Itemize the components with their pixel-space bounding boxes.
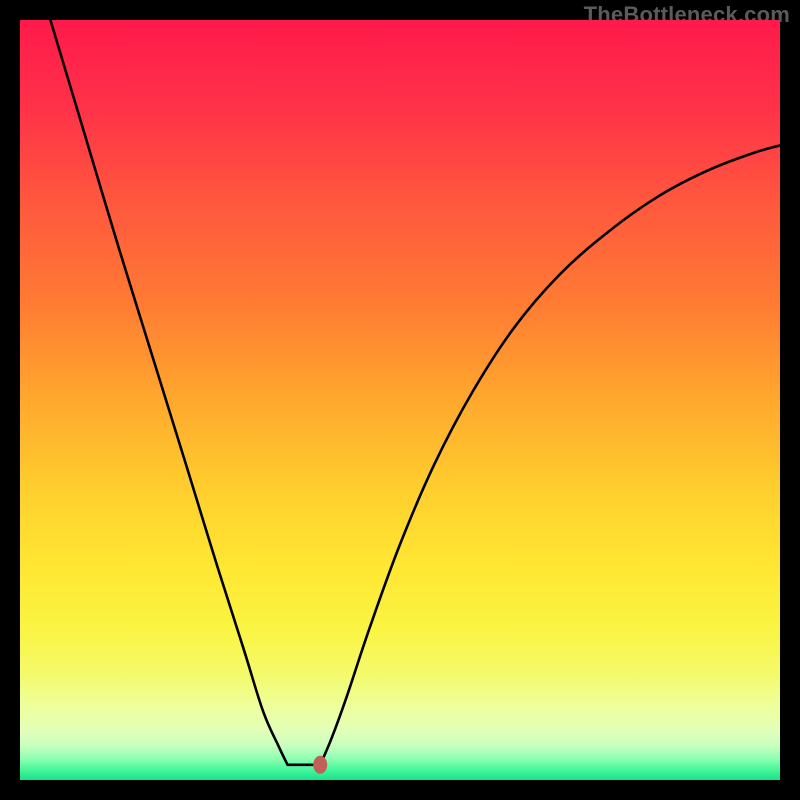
plot-background	[20, 20, 780, 780]
minimum-marker	[313, 756, 327, 774]
gradient-plot	[20, 20, 780, 780]
